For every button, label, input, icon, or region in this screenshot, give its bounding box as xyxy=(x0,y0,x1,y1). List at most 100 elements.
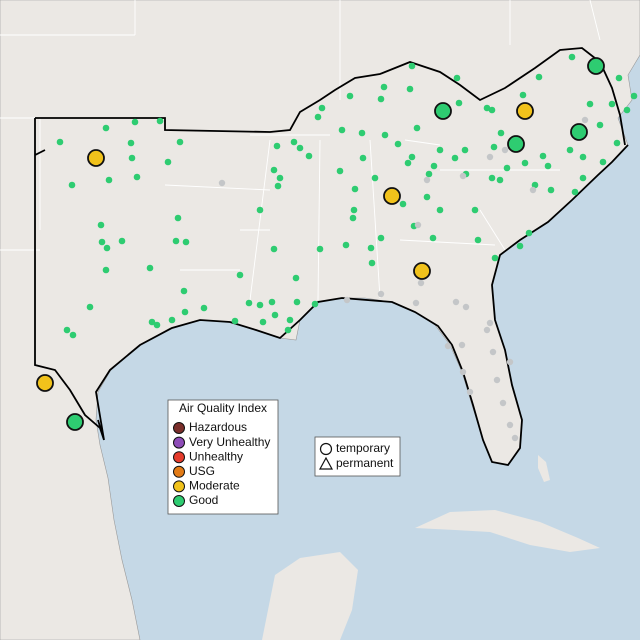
site-marker xyxy=(451,154,459,162)
site-marker xyxy=(399,200,407,208)
site-marker xyxy=(351,185,359,193)
site-marker xyxy=(408,153,416,161)
site-marker xyxy=(394,140,402,148)
site-marker xyxy=(453,74,461,82)
inactive-site-marker xyxy=(377,290,385,298)
site-marker xyxy=(377,234,385,242)
site-marker xyxy=(180,287,188,295)
site-marker xyxy=(455,99,463,107)
site-marker xyxy=(268,298,276,306)
site-marker xyxy=(256,206,264,214)
site-marker xyxy=(349,214,357,222)
site-marker xyxy=(568,53,576,61)
inactive-site-marker xyxy=(218,179,226,187)
monitor-marker xyxy=(434,102,452,120)
site-marker xyxy=(231,317,239,325)
site-marker xyxy=(381,131,389,139)
legend-label: Unhealthy xyxy=(189,449,243,463)
site-marker xyxy=(182,238,190,246)
site-marker xyxy=(525,229,533,237)
monitor-marker xyxy=(87,149,105,167)
legend-swatch xyxy=(173,422,185,434)
site-marker xyxy=(236,271,244,279)
inactive-site-marker xyxy=(343,296,351,304)
monitor-marker xyxy=(570,123,588,141)
site-marker xyxy=(430,162,438,170)
site-marker xyxy=(270,166,278,174)
site-marker xyxy=(273,142,281,150)
inactive-site-marker xyxy=(412,299,420,307)
monitor-marker xyxy=(383,187,401,205)
monitor-marker xyxy=(507,135,525,153)
inactive-site-marker xyxy=(499,399,507,407)
site-marker xyxy=(346,92,354,100)
site-marker xyxy=(293,298,301,306)
inactive-site-marker xyxy=(452,298,460,306)
site-marker xyxy=(292,274,300,282)
inactive-site-marker xyxy=(459,172,467,180)
site-marker xyxy=(284,326,292,334)
inactive-site-marker xyxy=(462,303,470,311)
legend-label: permanent xyxy=(336,456,394,470)
site-marker xyxy=(404,159,412,167)
site-marker xyxy=(423,193,431,201)
site-marker xyxy=(436,206,444,214)
legend-swatch xyxy=(173,436,185,449)
site-marker xyxy=(342,241,350,249)
site-marker xyxy=(102,124,110,132)
inactive-site-marker xyxy=(506,421,514,429)
site-marker xyxy=(380,83,388,91)
legend-swatch xyxy=(173,451,185,464)
site-marker xyxy=(544,162,552,170)
site-marker xyxy=(128,154,136,162)
site-marker xyxy=(596,121,604,129)
site-marker xyxy=(547,186,555,194)
site-marker xyxy=(245,299,253,307)
site-marker xyxy=(623,106,631,114)
site-marker xyxy=(259,318,267,326)
shape-legend: temporary permanent xyxy=(314,436,401,477)
site-marker xyxy=(200,304,208,312)
inactive-site-marker xyxy=(458,341,466,349)
site-marker xyxy=(408,62,416,70)
inactive-site-marker xyxy=(486,153,494,161)
site-marker xyxy=(531,181,539,189)
site-marker xyxy=(521,159,529,167)
site-marker xyxy=(156,117,164,125)
permanent-icon xyxy=(318,456,334,470)
legend-swatch xyxy=(173,480,185,493)
site-marker xyxy=(118,237,126,245)
site-marker xyxy=(429,234,437,242)
site-marker xyxy=(377,95,385,103)
site-marker xyxy=(153,321,161,329)
site-marker xyxy=(276,174,284,182)
site-marker xyxy=(358,129,366,137)
site-marker xyxy=(425,170,433,178)
site-marker xyxy=(368,259,376,267)
legend-label: Moderate xyxy=(189,479,240,493)
site-marker xyxy=(350,206,358,214)
site-marker xyxy=(630,92,638,100)
site-marker xyxy=(359,154,367,162)
legend-title: Air Quality Index xyxy=(179,401,267,415)
site-marker xyxy=(316,245,324,253)
temporary-icon xyxy=(319,442,333,456)
site-marker xyxy=(68,181,76,189)
site-marker xyxy=(535,73,543,81)
inactive-site-marker xyxy=(489,348,497,356)
state-borders xyxy=(0,0,601,301)
site-marker xyxy=(318,104,326,112)
site-marker xyxy=(131,118,139,126)
legend-label: Very Unhealthy xyxy=(189,435,270,449)
site-marker xyxy=(271,311,279,319)
site-marker xyxy=(148,318,156,326)
site-marker xyxy=(488,106,496,114)
inactive-site-marker xyxy=(493,376,501,384)
site-marker xyxy=(164,158,172,166)
site-marker xyxy=(413,124,421,132)
site-marker xyxy=(571,188,579,196)
site-marker xyxy=(491,254,499,262)
site-marker xyxy=(97,221,105,229)
